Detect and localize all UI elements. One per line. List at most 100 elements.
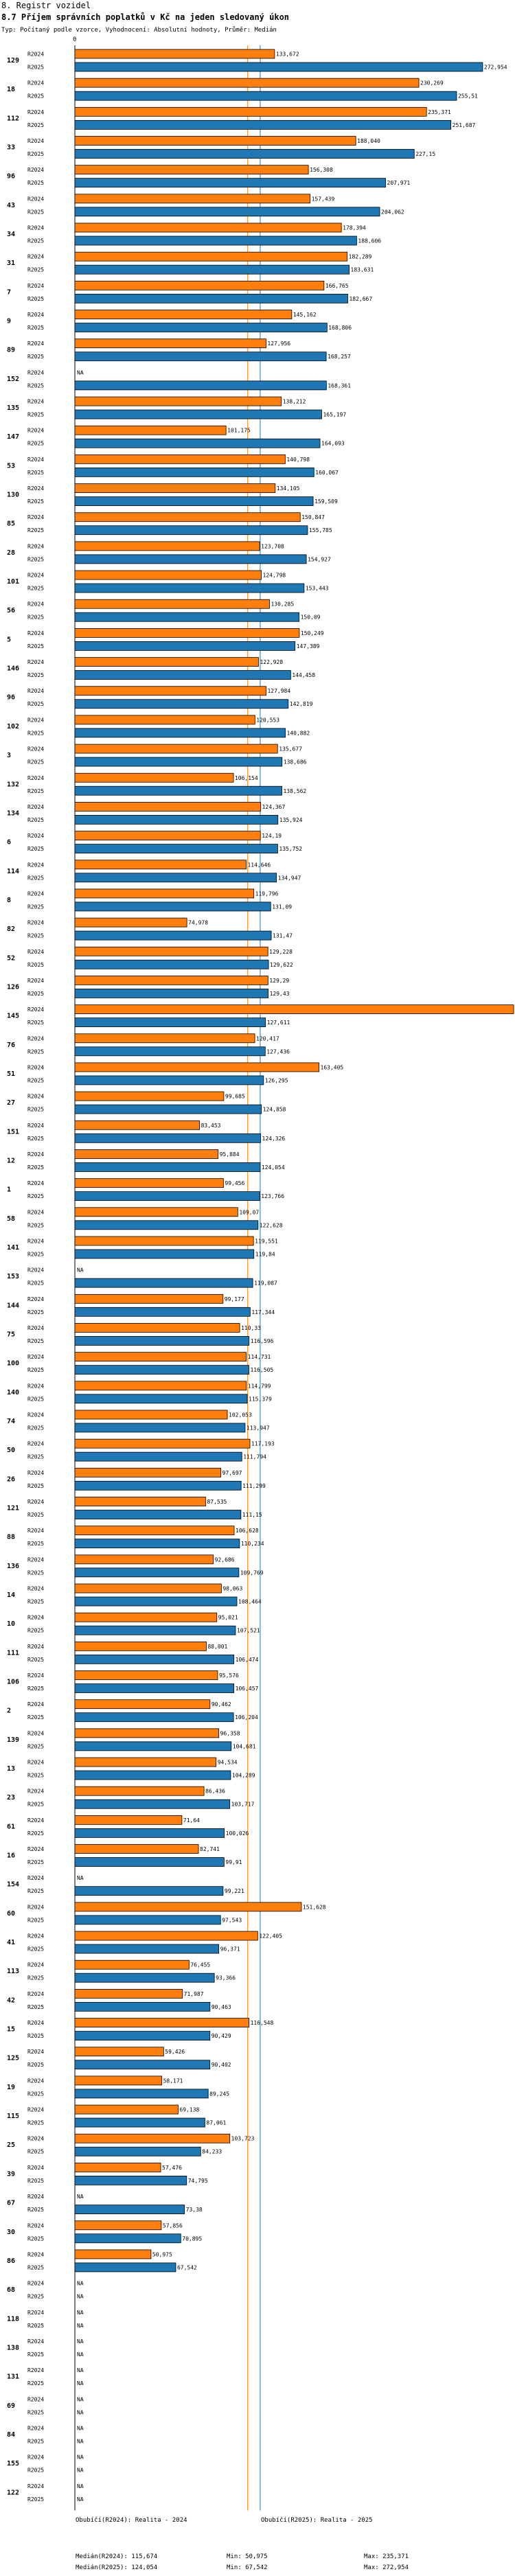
bar-r2025 [74,1046,266,1057]
category-label: 118 [7,2315,19,2323]
series-label-r2024: R2024 [27,283,44,289]
value-label-r2025: 87,061 [206,2120,226,2126]
category-label: 112 [7,115,19,122]
bar-r2025 [74,496,314,506]
category-label: 10 [7,1620,15,1628]
bar-r2025 [74,554,307,564]
series-label-r2024: R2024 [27,399,44,405]
series-label-r2024: R2024 [27,1586,44,1592]
value-label-r2025: 99,221 [225,1888,244,1894]
series-label-r2025: R2025 [27,1743,44,1749]
series-label-r2025: R2025 [27,556,44,562]
series-label-r2024: R2024 [27,920,44,926]
series-label-r2024: R2024 [27,514,44,520]
series-label-r2025: R2025 [27,1975,44,1981]
value-label-r2024: 57,856 [163,2222,183,2229]
axis-zero-label: 0 [73,36,76,43]
category-label: 88 [7,1534,15,1541]
bar-r2024 [74,946,268,956]
series-label-r2024: R2024 [27,2425,44,2431]
series-label-r2025: R2025 [27,672,44,678]
series-label-r2024: R2024 [27,428,44,434]
category-label: 61 [7,1823,15,1830]
category-label: 140 [7,1389,19,1396]
value-label-r2025: 129,43 [270,991,290,997]
value-label-r2024: 92,686 [215,1556,235,1563]
category-label: 13 [7,1765,15,1773]
value-label-r2025: 107,521 [237,1628,260,1634]
value-label-r2024: 188,040 [357,138,380,144]
value-label-r2024: 129,228 [269,949,293,955]
value-label-r2024: 166,765 [325,283,349,289]
category-label: 102 [7,723,19,731]
bar-r2025 [74,785,282,796]
value-label-r2025: 70,895 [182,2235,202,2242]
category-label: 19 [7,2084,15,2091]
value-label-r2024: 110,33 [241,1325,261,1331]
na-label-r2024: NA [77,2310,84,2316]
chart-title: 8.7 Příjem správních poplatků v Kč na je… [1,12,290,22]
footer-max-2024: Max: 235,371 [364,2553,409,2560]
na-label-r2024: NA [77,2367,84,2373]
series-label-r2025: R2025 [27,788,44,794]
category-label: 56 [7,607,15,614]
value-label-r2024: 95,021 [218,1615,238,1621]
series-label-r2024: R2024 [27,1151,44,1158]
bar-r2024 [74,1641,207,1651]
bar-r2024 [74,2075,162,2086]
series-label-r2025: R2025 [27,180,44,186]
bar-r2025 [74,1799,231,1809]
bar-r2024 [74,1236,254,1246]
series-label-r2024: R2024 [27,2020,44,2026]
bar-r2024 [74,917,187,928]
value-label-r2024: 86,436 [205,1789,225,1795]
category-label: 15 [7,2026,15,2034]
series-label-r2024: R2024 [27,1991,44,1997]
bar-r2025 [74,1625,236,1635]
series-label-r2025: R2025 [27,441,44,447]
bar-r2025 [74,438,321,448]
value-label-r2025: 116,596 [251,1338,274,1344]
value-label-r2024: 135,677 [279,746,302,752]
series-label-r2024: R2024 [27,978,44,984]
series-label-r2025: R2025 [27,1077,44,1083]
bar-r2024 [74,2133,231,2143]
category-label: 121 [7,1505,19,1513]
value-label-r2024: 99,177 [225,1296,244,1302]
value-label-r2025: 168,806 [328,325,352,331]
bar-r2024 [74,2047,164,2057]
series-label-r2025: R2025 [27,267,44,273]
value-label-r2025: 99,91 [225,1859,242,1865]
category-label: 69 [7,2402,15,2410]
bar-r2025 [74,207,380,217]
series-label-r2025: R2025 [27,2294,44,2300]
category-label: 113 [7,1968,19,1975]
series-label-r2024: R2024 [27,1933,44,1940]
bar-r2024 [74,1786,205,1796]
value-label-r2024: 127,956 [267,341,290,347]
bar-r2025 [74,989,269,998]
value-label-r2025: 255,51 [458,93,478,100]
value-label-r2024: 150,249 [301,630,324,636]
series-label-r2024: R2024 [27,341,44,347]
value-label-r2025: 142,819 [290,701,313,707]
category-label: 68 [7,2286,15,2294]
series-label-r2024: R2024 [27,949,44,955]
bar-r2024 [74,1612,218,1622]
category-label: 26 [7,1475,15,1483]
value-label-r2025: 122,628 [260,1222,283,1228]
value-label-r2024: 116,548 [251,2020,274,2026]
series-label-r2024: R2024 [27,2367,44,2373]
bar-r2024 [74,831,261,840]
category-label: 25 [7,2141,15,2149]
series-label-r2025: R2025 [27,151,44,157]
value-label-r2025: 140,882 [287,730,310,736]
bar-r2024 [74,686,266,696]
series-label-r2024: R2024 [27,630,44,636]
bar-r2025 [74,1886,224,1896]
series-label-r2025: R2025 [27,1714,44,1721]
bar-r2024 [74,802,262,812]
series-label-r2024: R2024 [27,312,44,318]
category-label: 9 [7,318,11,325]
series-label-r2025: R2025 [27,846,44,852]
